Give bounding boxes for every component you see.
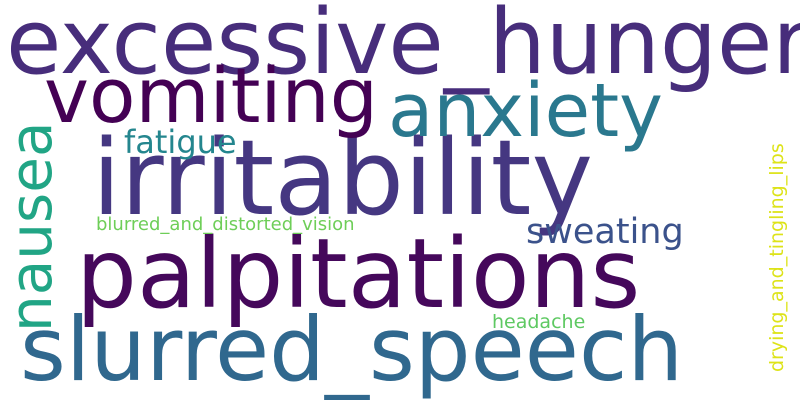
word-palpitations: palpitations <box>76 218 641 330</box>
word-sweating: sweating <box>526 212 684 252</box>
word-fatigue: fatigue <box>124 123 237 161</box>
word-vomiting: vomiting <box>44 51 378 140</box>
word-nausea: nausea <box>0 121 65 332</box>
word-headache: headache <box>492 311 586 333</box>
word-drying-and-tingling-lips: drying_and_tingling_lips <box>766 143 788 372</box>
word-slurred-speech: slurred_speech <box>20 298 684 400</box>
word-irritability: irritability <box>92 117 594 239</box>
word-anxiety: anxiety <box>388 68 663 154</box>
word-blurred-and-distorted-vision: blurred_and_distorted_vision <box>96 214 355 235</box>
word-excessive-hunger: excessive_hunger <box>6 0 800 95</box>
